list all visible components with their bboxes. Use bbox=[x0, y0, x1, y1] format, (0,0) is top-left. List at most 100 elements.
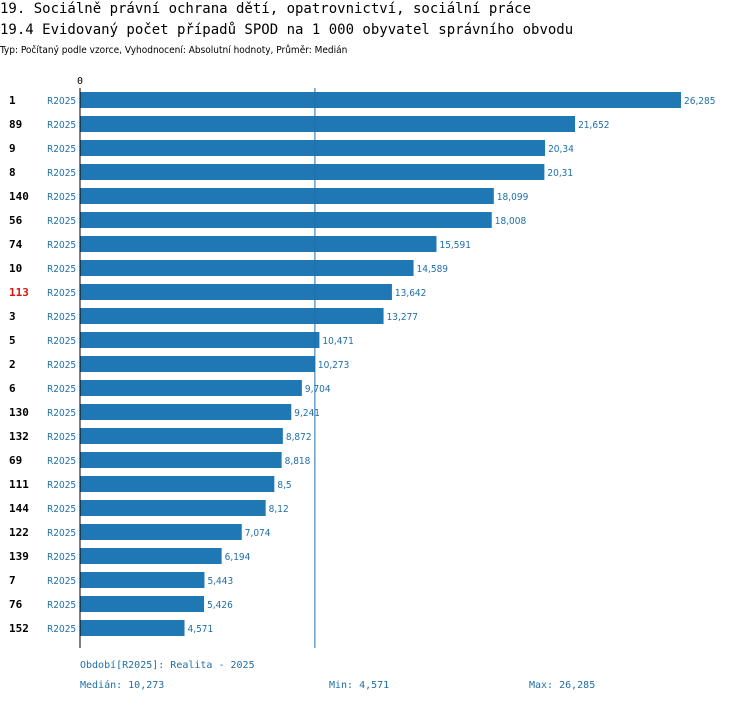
bar bbox=[80, 380, 302, 396]
row-period-label: R2025 bbox=[47, 408, 76, 419]
row-id-label: 56 bbox=[9, 214, 23, 227]
bar bbox=[80, 620, 185, 636]
bar-value-label: 9,241 bbox=[294, 408, 320, 419]
bar bbox=[80, 548, 222, 564]
bar-value-label: 13,642 bbox=[395, 288, 426, 299]
bar-value-label: 5,426 bbox=[207, 600, 233, 611]
row-period-label: R2025 bbox=[47, 552, 76, 563]
row-period-label: R2025 bbox=[47, 504, 76, 515]
bar bbox=[80, 188, 494, 204]
row-period-label: R2025 bbox=[47, 192, 76, 203]
row-period-label: R2025 bbox=[47, 168, 76, 179]
row-id-label: 74 bbox=[9, 238, 23, 251]
row-id-label: 8 bbox=[9, 166, 16, 179]
bar bbox=[80, 476, 275, 492]
bar-value-label: 15,591 bbox=[439, 240, 470, 251]
bar-value-label: 8,5 bbox=[277, 480, 291, 491]
chart-title: 19. Sociálně právní ochrana dětí, opatro… bbox=[0, 1, 532, 17]
row-period-label: R2025 bbox=[47, 480, 76, 491]
bar bbox=[80, 596, 205, 612]
row-period-label: R2025 bbox=[47, 528, 76, 539]
row-period-label: R2025 bbox=[47, 624, 76, 635]
median-stat: Medián: 10,273 bbox=[80, 680, 165, 691]
row-period-label: R2025 bbox=[47, 144, 76, 155]
bar-value-label: 14,589 bbox=[417, 264, 449, 275]
row-period-label: R2025 bbox=[47, 96, 76, 107]
bar bbox=[80, 164, 545, 180]
row-id-label: 76 bbox=[9, 598, 23, 611]
row-id-label: 6 bbox=[9, 382, 16, 395]
row-period-label: R2025 bbox=[47, 432, 76, 443]
min-stat: Min: 4,571 bbox=[329, 680, 390, 691]
bar bbox=[80, 572, 205, 588]
bar-value-label: 9,704 bbox=[305, 384, 331, 395]
row-period-label: R2025 bbox=[47, 456, 76, 467]
bar-value-label: 20,31 bbox=[547, 168, 573, 179]
bar-value-label: 8,818 bbox=[285, 456, 311, 467]
row-period-label: R2025 bbox=[47, 360, 76, 371]
row-id-label: 122 bbox=[9, 526, 29, 539]
row-period-label: R2025 bbox=[47, 240, 76, 251]
period-legend: Období[R2025]: Realita - 2025 bbox=[80, 660, 255, 671]
row-id-label: 10 bbox=[9, 262, 22, 275]
row-id-label: 89 bbox=[9, 118, 22, 131]
row-period-label: R2025 bbox=[47, 288, 76, 299]
row-id-label: 140 bbox=[9, 190, 29, 203]
row-period-label: R2025 bbox=[47, 312, 76, 323]
row-period-label: R2025 bbox=[47, 600, 76, 611]
max-stat: Max: 26,285 bbox=[529, 680, 596, 691]
bar bbox=[80, 116, 576, 132]
row-id-label: 3 bbox=[9, 310, 16, 323]
bar bbox=[80, 500, 266, 516]
row-id-label: 132 bbox=[9, 430, 29, 443]
row-id-label: 139 bbox=[9, 550, 29, 563]
row-id-label: 2 bbox=[9, 358, 16, 371]
row-period-label: R2025 bbox=[47, 336, 76, 347]
bar-value-label: 20,34 bbox=[548, 144, 574, 155]
bar-value-label: 18,008 bbox=[495, 216, 527, 227]
row-period-label: R2025 bbox=[47, 264, 76, 275]
row-period-label: R2025 bbox=[47, 576, 76, 587]
bar bbox=[80, 524, 242, 540]
bar-value-label: 7,074 bbox=[245, 528, 271, 539]
row-id-label: 9 bbox=[9, 142, 16, 155]
bar bbox=[80, 308, 384, 324]
row-period-label: R2025 bbox=[47, 384, 76, 395]
bar-value-label: 8,872 bbox=[286, 432, 312, 443]
bar-value-label: 5,443 bbox=[207, 576, 233, 587]
bar bbox=[80, 260, 414, 276]
bar-value-label: 10,471 bbox=[322, 336, 353, 347]
x-axis-zero-label: 0 bbox=[77, 76, 83, 87]
row-id-label: 111 bbox=[9, 478, 29, 491]
row-period-label: R2025 bbox=[47, 216, 76, 227]
bar bbox=[80, 212, 492, 228]
bar bbox=[80, 92, 681, 108]
bar-value-label: 18,099 bbox=[497, 192, 529, 203]
bar bbox=[80, 428, 283, 444]
bar-value-label: 8,12 bbox=[269, 504, 289, 515]
row-id-label: 130 bbox=[9, 406, 29, 419]
bar bbox=[80, 452, 282, 468]
row-id-label: 7 bbox=[9, 574, 16, 587]
bar-value-label: 21,652 bbox=[578, 120, 609, 131]
bar bbox=[80, 140, 546, 156]
bar bbox=[80, 356, 315, 372]
bar-value-label: 10,273 bbox=[318, 360, 349, 371]
row-id-label: 113 bbox=[9, 286, 29, 299]
bar-value-label: 4,571 bbox=[188, 624, 214, 635]
bar-value-label: 6,194 bbox=[225, 552, 251, 563]
bar-value-label: 26,285 bbox=[684, 96, 715, 107]
bar bbox=[80, 404, 292, 420]
bar bbox=[80, 284, 392, 300]
row-id-label: 5 bbox=[9, 334, 16, 347]
row-period-label: R2025 bbox=[47, 120, 76, 131]
chart-type-line: Typ: Počítaný podle vzorce, Vyhodnocení:… bbox=[0, 45, 348, 56]
row-id-label: 69 bbox=[9, 454, 22, 467]
row-id-label: 1 bbox=[9, 94, 16, 107]
bar bbox=[80, 332, 320, 348]
row-id-label: 144 bbox=[9, 502, 29, 515]
bar-value-label: 13,277 bbox=[387, 312, 418, 323]
chart-subtitle: 19.4 Evidovaný počet případů SPOD na 1 0… bbox=[0, 22, 574, 38]
row-id-label: 152 bbox=[9, 622, 29, 635]
